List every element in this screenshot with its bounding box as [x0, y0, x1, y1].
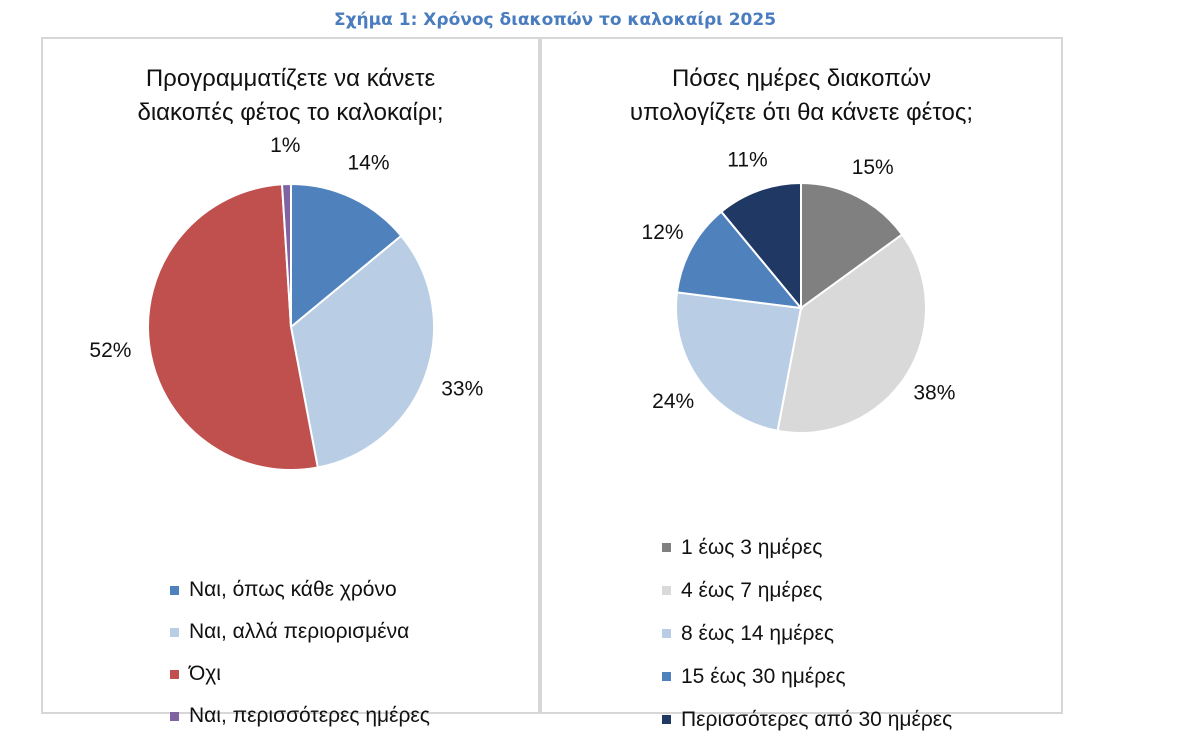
legend-item: 8 έως 14 ημέρες [662, 612, 952, 655]
legend-label: Ναι, αλλά περιορισμένα [189, 620, 410, 643]
pie-slice [800, 181, 904, 310]
legend-swatch [662, 543, 671, 552]
legend-item: 15 έως 30 ημέρες [662, 655, 952, 698]
chart-legend: 1 έως 3 ημέρες 4 έως 7 ημέρες 8 έως 14 ημέ… [662, 526, 952, 741]
legend-label: 8 έως 14 ημέρες [681, 621, 834, 645]
data-label: 33% [441, 378, 483, 401]
legend-item: 4 έως 7 ημέρες [662, 569, 952, 612]
pie-slice [675, 291, 803, 432]
chart-title-line: υπολογίζετε ότι θα κάνετε φέτος; [629, 99, 974, 126]
chart-panel-planning: Προγραμματίζετε να κάνετε διακοπές φέτος… [41, 37, 540, 727]
data-label: 1% [270, 134, 300, 157]
legend-label: Περισσότερες από 30 ημέρες [681, 707, 953, 731]
data-label: 11% [727, 148, 767, 171]
legend-item: Ναι, όπως κάθε χρόνο [170, 569, 430, 611]
legend-item: Περισσότερες από 30 ημέρες [662, 698, 952, 741]
chart-title-line: διακοπές φέτος το καλοκαίρι; [137, 99, 444, 126]
legend-swatch [662, 672, 671, 681]
pie-chart: 15% 38% 24% 12% 11% [642, 148, 955, 434]
legend-label: Ναι, όπως κάθε χρόνο [189, 578, 397, 601]
legend-label: 15 έως 30 ημέρες [681, 664, 846, 688]
data-label: 24% [652, 390, 694, 413]
pie-slice [290, 182, 403, 330]
legend-item: Ναι, αλλά περιορισμένα [170, 611, 430, 653]
legend-swatch [170, 669, 179, 679]
legend-item: Όχι [170, 653, 430, 695]
legend-swatch [662, 715, 671, 724]
legend-label: Όχι [189, 662, 221, 685]
legend-item: 1 έως 3 ημέρες [662, 526, 952, 569]
pie-slice [147, 183, 319, 471]
chart-title-line: Προγραμματίζετε να κάνετε [145, 65, 436, 92]
chart-panel-days: Πόσες ημέρες διακοπών υπολογίζετε ότι θα… [540, 37, 1063, 731]
pie-slice [289, 234, 435, 469]
legend-swatch [170, 585, 179, 595]
chart-title: Προγραμματίζετε να κάνετε διακοπές φέτος… [43, 62, 538, 130]
pie-chart: 14% 33% 52% 1% [89, 134, 483, 471]
legend-item: Ναι, περισσότερες ημέρες [170, 695, 430, 737]
data-label: 52% [89, 339, 131, 362]
data-label: 38% [913, 382, 955, 405]
data-label: 15% [852, 156, 894, 179]
legend-swatch [170, 627, 179, 637]
data-label: 14% [347, 151, 389, 174]
data-label: 12% [642, 221, 684, 244]
legend-label: 4 έως 7 ημέρες [681, 578, 823, 602]
chart-legend: Ναι, όπως κάθε χρόνο Ναι, αλλά περιορισμέ… [170, 569, 430, 737]
legend-swatch [662, 586, 671, 595]
pie-slice [280, 182, 292, 328]
legend-label: 1 έως 3 ημέρες [681, 535, 823, 559]
chart-title: Πόσες ημέρες διακοπών υπολογίζετε ότι θα… [542, 62, 1061, 130]
figure-title: Σχήμα 1: Χρόνος διακοπών το καλοκαίρι 20… [333, 10, 777, 30]
chart-title-line: Πόσες ημέρες διακοπών [671, 65, 932, 92]
legend-label: Ναι, περισσότερες ημέρες [189, 704, 430, 727]
pie-slice [675, 210, 804, 310]
legend-swatch [662, 629, 671, 638]
legend-swatch [170, 711, 179, 721]
pie-slice [776, 233, 927, 434]
pie-slice [719, 181, 802, 311]
